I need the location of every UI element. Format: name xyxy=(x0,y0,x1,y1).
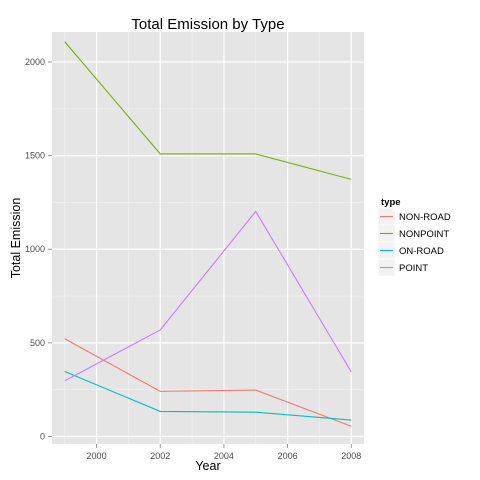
y-axis-ticks: 0 500 1000 1500 2000 xyxy=(25,57,52,442)
grid-minor xyxy=(52,32,364,444)
x-tick-label: 2006 xyxy=(278,451,298,461)
legend: type NON-ROAD NONPOINT ON-ROAD POINT xyxy=(377,197,451,277)
legend-label-point: POINT xyxy=(399,263,428,274)
y-tick-label: 500 xyxy=(30,338,45,348)
plot-panel xyxy=(52,32,364,444)
x-tick-label: 2004 xyxy=(214,451,234,461)
legend-label-on-road: ON-ROAD xyxy=(399,246,444,257)
series-line-non-road xyxy=(64,338,352,427)
y-tick-label: 1000 xyxy=(25,244,45,254)
y-tick-label: 1500 xyxy=(25,151,45,161)
series-line-nonpoint xyxy=(64,41,352,180)
x-tick-label: 2008 xyxy=(341,451,361,461)
x-axis-ticks: 2000 2002 2004 2006 2008 xyxy=(87,444,361,461)
legend-title: type xyxy=(381,197,401,208)
grid-major xyxy=(52,32,364,444)
series-line-on-road xyxy=(64,371,352,421)
y-tick-label: 2000 xyxy=(25,57,45,67)
x-tick-label: 2002 xyxy=(150,451,170,461)
series-lines xyxy=(64,41,352,427)
x-tick-label: 2000 xyxy=(87,451,107,461)
y-tick-label: 0 xyxy=(40,432,45,442)
series-line-point xyxy=(64,210,352,382)
chart-title: Total Emission by Type xyxy=(131,16,284,33)
legend-label-non-road: NON-ROAD xyxy=(399,212,451,223)
y-axis-title: Total Emission xyxy=(9,198,23,279)
x-axis-title: Year xyxy=(195,459,220,473)
legend-label-nonpoint: NONPOINT xyxy=(399,229,449,240)
